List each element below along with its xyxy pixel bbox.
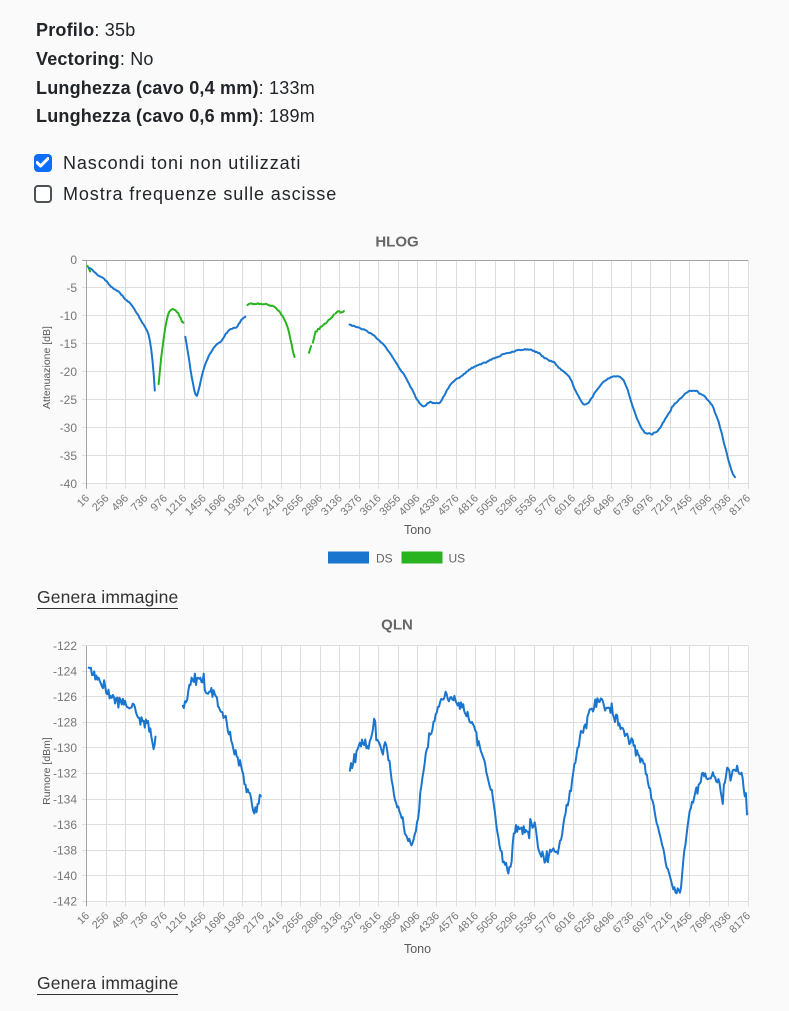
svg-text:-40: -40	[60, 477, 78, 491]
svg-text:-130: -130	[53, 741, 77, 755]
svg-text:4336: 4336	[416, 910, 442, 936]
svg-text:3376: 3376	[339, 492, 365, 518]
svg-text:2176: 2176	[241, 492, 267, 518]
svg-text:2416: 2416	[261, 910, 287, 936]
svg-text:US: US	[449, 552, 466, 566]
svg-text:-30: -30	[60, 421, 78, 435]
svg-text:-132: -132	[53, 767, 77, 781]
svg-text:2896: 2896	[300, 492, 326, 518]
svg-text:-134: -134	[53, 792, 77, 806]
svg-text:4096: 4096	[397, 910, 423, 936]
svg-text:5296: 5296	[494, 492, 520, 518]
svg-text:3136: 3136	[319, 492, 345, 518]
svg-text:1696: 1696	[202, 492, 228, 518]
svg-text:3616: 3616	[358, 910, 384, 936]
svg-text:6016: 6016	[552, 910, 578, 936]
svg-text:7936: 7936	[708, 910, 734, 936]
svg-text:4576: 4576	[436, 910, 462, 936]
svg-text:5776: 5776	[533, 910, 559, 936]
svg-text:256: 256	[90, 910, 111, 931]
svg-text:1936: 1936	[222, 910, 248, 936]
svg-text:2896: 2896	[300, 910, 326, 936]
svg-text:-138: -138	[53, 843, 77, 857]
svg-text:5776: 5776	[533, 492, 559, 518]
svg-text:2656: 2656	[280, 492, 306, 518]
svg-text:1696: 1696	[202, 910, 228, 936]
svg-text:496: 496	[110, 492, 131, 513]
svg-text:-140: -140	[53, 869, 77, 883]
svg-text:-25: -25	[60, 393, 78, 407]
svg-text:6496: 6496	[591, 492, 617, 518]
svg-text:7456: 7456	[669, 910, 695, 936]
svg-text:1216: 1216	[164, 910, 190, 936]
svg-text:3616: 3616	[358, 492, 384, 518]
svg-text:4816: 4816	[455, 910, 481, 936]
svg-text:5536: 5536	[513, 492, 539, 518]
svg-text:Tono: Tono	[404, 523, 431, 537]
svg-text:6736: 6736	[611, 492, 637, 518]
svg-text:6976: 6976	[630, 910, 656, 936]
svg-text:1456: 1456	[183, 492, 209, 518]
svg-text:5296: 5296	[494, 910, 520, 936]
svg-text:-126: -126	[53, 690, 77, 704]
svg-text:-10: -10	[60, 309, 78, 323]
svg-text:7216: 7216	[650, 492, 676, 518]
svg-text:7696: 7696	[688, 492, 714, 518]
svg-text:3136: 3136	[319, 910, 345, 936]
svg-text:6976: 6976	[630, 492, 656, 518]
svg-text:-5: -5	[66, 281, 77, 295]
svg-text:5056: 5056	[475, 910, 501, 936]
svg-text:4336: 4336	[416, 492, 442, 518]
svg-text:8176: 8176	[727, 910, 753, 936]
svg-text:736: 736	[129, 492, 150, 513]
svg-text:2176: 2176	[241, 910, 267, 936]
svg-text:-124: -124	[53, 664, 77, 678]
svg-text:1216: 1216	[164, 492, 190, 518]
svg-text:7216: 7216	[650, 910, 676, 936]
svg-text:5056: 5056	[475, 492, 501, 518]
svg-text:-35: -35	[60, 449, 78, 463]
svg-text:2656: 2656	[280, 910, 306, 936]
svg-text:4096: 4096	[397, 492, 423, 518]
svg-text:-142: -142	[53, 895, 77, 909]
svg-text:6256: 6256	[572, 492, 598, 518]
svg-text:6496: 6496	[591, 910, 617, 936]
svg-text:3376: 3376	[339, 910, 365, 936]
svg-text:7696: 7696	[688, 910, 714, 936]
svg-text:HLOG: HLOG	[375, 234, 418, 251]
svg-text:QLN: QLN	[381, 617, 413, 634]
svg-text:Tono: Tono	[404, 942, 431, 956]
svg-text:7456: 7456	[669, 492, 695, 518]
svg-text:-20: -20	[60, 365, 78, 379]
svg-text:1936: 1936	[222, 492, 248, 518]
svg-text:-15: -15	[60, 337, 78, 351]
svg-text:DS: DS	[376, 552, 393, 566]
svg-text:2416: 2416	[261, 492, 287, 518]
svg-text:736: 736	[129, 910, 150, 931]
svg-text:16: 16	[75, 492, 92, 509]
svg-text:3856: 3856	[377, 910, 403, 936]
svg-text:256: 256	[90, 492, 111, 513]
svg-text:0: 0	[70, 253, 77, 267]
svg-text:6016: 6016	[552, 492, 578, 518]
svg-text:-128: -128	[53, 716, 77, 730]
svg-text:496: 496	[110, 910, 131, 931]
svg-text:3856: 3856	[377, 492, 403, 518]
svg-text:8176: 8176	[727, 492, 753, 518]
svg-text:1456: 1456	[183, 910, 209, 936]
svg-text:4816: 4816	[455, 492, 481, 518]
svg-text:6736: 6736	[611, 910, 637, 936]
svg-text:Attenuazione [dB]: Attenuazione [dB]	[41, 326, 53, 409]
svg-text:-136: -136	[53, 818, 77, 832]
svg-text:Rumore [dBm]: Rumore [dBm]	[41, 737, 53, 805]
svg-text:4576: 4576	[436, 492, 462, 518]
svg-text:16: 16	[75, 910, 92, 927]
svg-text:-122: -122	[53, 639, 77, 653]
svg-text:5536: 5536	[513, 910, 539, 936]
svg-text:6256: 6256	[572, 910, 598, 936]
svg-text:7936: 7936	[708, 492, 734, 518]
